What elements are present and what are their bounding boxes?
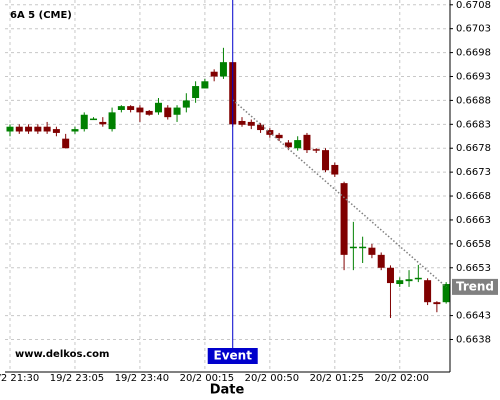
- candle-body: [25, 126, 33, 132]
- candle-body: [396, 280, 404, 285]
- candle-body: [34, 126, 42, 132]
- candle-body: [52, 129, 60, 133]
- candle-body: [43, 126, 51, 132]
- candle-body: [71, 129, 79, 132]
- event-label: Event: [214, 349, 253, 363]
- y-tick-label: 0.6688: [456, 95, 491, 106]
- candle-body: [90, 118, 98, 121]
- candle-body: [284, 142, 292, 148]
- candle-body: [312, 149, 320, 151]
- candle-body: [108, 112, 116, 130]
- x-tick-label: 19/2 21:30: [0, 373, 39, 384]
- x-tick-label: 20/2 01:25: [310, 373, 364, 384]
- candle-body: [368, 247, 376, 255]
- watermark: www.delkos.com: [15, 349, 109, 360]
- y-tick-label: 0.6708: [456, 0, 491, 11]
- y-tick-label: 0.6678: [456, 143, 491, 154]
- candle-body: [164, 107, 172, 118]
- y-tick-label: 0.6693: [456, 72, 491, 83]
- candle-body: [433, 302, 441, 305]
- y-tick-label: 0.6653: [456, 263, 491, 274]
- candle-body: [15, 126, 23, 132]
- candle-body: [303, 134, 311, 151]
- candle-body: [359, 246, 367, 249]
- candle-body: [349, 246, 357, 249]
- event-label-box: [207, 348, 258, 364]
- x-tick-label: 20/2 00:15: [180, 373, 234, 384]
- x-axis-title: Date: [210, 383, 245, 398]
- candle-body: [145, 110, 153, 115]
- candle-body: [340, 183, 348, 255]
- candle-body: [182, 100, 190, 108]
- grid: [5, 0, 450, 372]
- candle-body: [117, 106, 125, 110]
- candle-body: [331, 164, 339, 175]
- candle-body: [424, 280, 432, 303]
- candle-body: [405, 279, 413, 282]
- candle-body: [386, 267, 394, 284]
- trend-label-box: [452, 278, 498, 295]
- candle-body: [80, 114, 88, 130]
- candle-body: [192, 86, 200, 99]
- candle-body: [210, 71, 218, 77]
- x-tick-label: 19/2 23:40: [115, 373, 169, 384]
- y-tick-label: 0.6673: [456, 167, 491, 178]
- x-tick-label: 20/2 00:50: [245, 373, 299, 384]
- y-tick-label: 0.6703: [456, 24, 491, 35]
- candle-body: [6, 126, 14, 132]
- y-tick-label: 0.6658: [456, 239, 491, 250]
- candle-body: [136, 107, 144, 113]
- y-tick-label: 0.6638: [456, 334, 491, 345]
- y-tick-label: 0.6663: [456, 215, 491, 226]
- candle-body: [173, 107, 181, 115]
- candle-body: [257, 124, 265, 131]
- candle-body: [154, 102, 162, 113]
- candles: [6, 47, 450, 318]
- candle-body: [247, 121, 255, 126]
- candle-body: [294, 140, 302, 149]
- candle-body: [377, 254, 385, 268]
- candle-body: [275, 134, 283, 139]
- candle-body: [238, 120, 246, 125]
- candle-body: [201, 81, 209, 89]
- candle-body: [127, 106, 135, 110]
- candle-body: [322, 150, 330, 171]
- candle-body: [62, 138, 70, 149]
- y-tick-label: 0.6683: [456, 119, 491, 130]
- x-tick-label: 19/2 23:05: [50, 373, 104, 384]
- chart-title: 6A 5 (CME): [10, 10, 72, 21]
- y-tick-label: 0.6698: [456, 48, 491, 59]
- candle-body: [414, 277, 422, 280]
- y-tick-label: 0.6643: [456, 311, 491, 322]
- y-tick-label: 0.6668: [456, 191, 491, 202]
- x-tick-label: 20/2 02:00: [375, 373, 429, 384]
- trend-label: Trend: [456, 279, 494, 293]
- candle-body: [219, 62, 227, 77]
- candle-body: [99, 121, 107, 125]
- candle-body: [442, 284, 450, 303]
